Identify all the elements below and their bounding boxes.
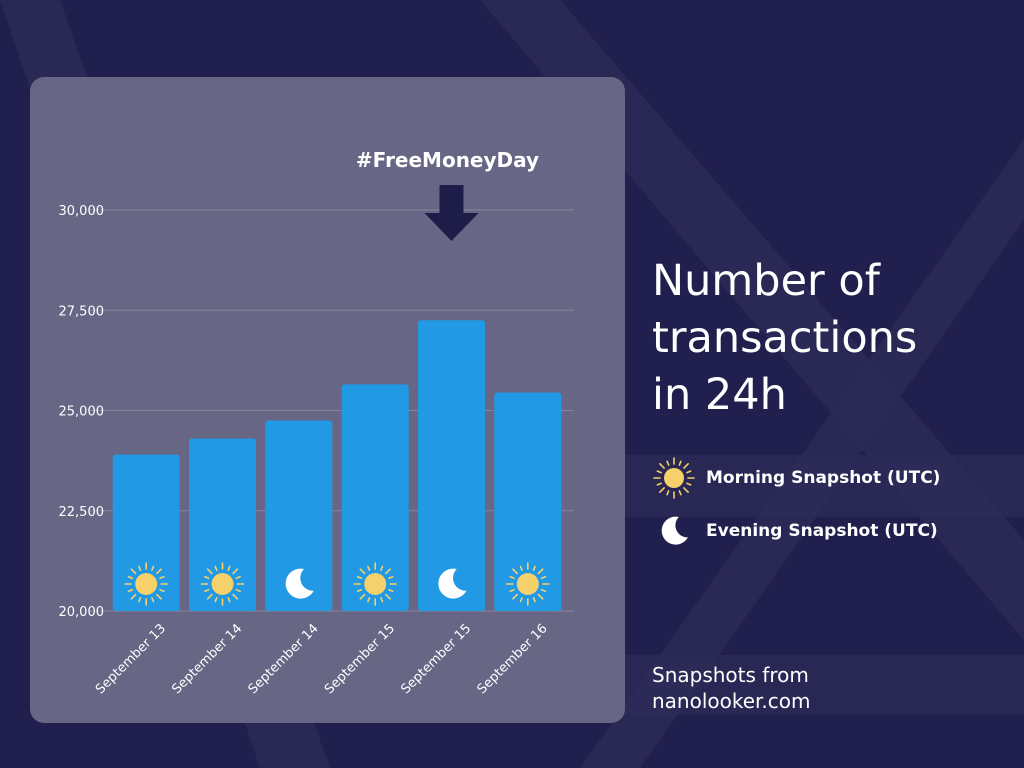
- sun-icon: [124, 562, 168, 606]
- chart-title-line-3: in 24h: [652, 370, 787, 420]
- sun-icon: [353, 562, 398, 606]
- legend-item-evening: Evening Snapshot (UTC): [652, 509, 938, 553]
- sun-icon: [653, 457, 695, 499]
- x-tick-label: September 14: [246, 621, 322, 697]
- x-tick-label: September 15: [322, 621, 398, 697]
- x-tick-label: September 15: [398, 621, 474, 697]
- bar-1: [112, 454, 180, 611]
- bar-3: [265, 420, 333, 611]
- moon-icon: [285, 568, 314, 599]
- y-axis-ticks: 20,000 22,500 25,000 27,500 30,000: [59, 204, 105, 620]
- annotation: #FreeMoneyDay: [356, 148, 539, 241]
- sun-icon: [200, 562, 245, 606]
- bar-4: [341, 384, 409, 611]
- bar-icons: [124, 562, 550, 606]
- y-tick-label: 20,000: [59, 605, 105, 620]
- y-tick-label: 22,500: [59, 505, 105, 520]
- bars: [112, 320, 562, 611]
- chart-title-line-2: transactions: [652, 313, 918, 363]
- annotation-label: #FreeMoneyDay: [356, 148, 539, 172]
- source-note: Snapshots from nanolooker.com: [652, 662, 811, 714]
- x-tick-label: September 14: [169, 621, 245, 697]
- y-tick-label: 25,000: [59, 405, 105, 420]
- bar-2: [189, 438, 256, 611]
- chart-title: Number of transactions in 24h: [652, 253, 1012, 424]
- y-tick-label: 30,000: [59, 204, 105, 219]
- moon-icon: [661, 516, 688, 545]
- sun-icon: [505, 562, 550, 606]
- bar-6: [494, 392, 562, 611]
- legend-item-morning: Morning Snapshot (UTC): [652, 456, 940, 500]
- x-tick-label: September 13: [93, 621, 169, 697]
- source-line-1: Snapshots from: [652, 663, 809, 687]
- source-line-2: nanolooker.com: [652, 689, 811, 713]
- chart-title-line-1: Number of: [652, 256, 880, 306]
- moon-icon: [438, 568, 467, 599]
- bar-chart: 20,000 22,500 25,000 27,500 30,000 September…: [59, 148, 574, 697]
- x-tick-label: September 16: [475, 621, 551, 697]
- bar-5: [418, 320, 485, 611]
- y-tick-label: 27,500: [59, 304, 105, 319]
- legend-label-evening: Evening Snapshot (UTC): [706, 521, 938, 541]
- annotation-arrow: [424, 185, 479, 241]
- x-axis-ticks: September 13 September 14 September 14 Sept…: [93, 621, 551, 697]
- legend-label-morning: Morning Snapshot (UTC): [706, 468, 941, 488]
